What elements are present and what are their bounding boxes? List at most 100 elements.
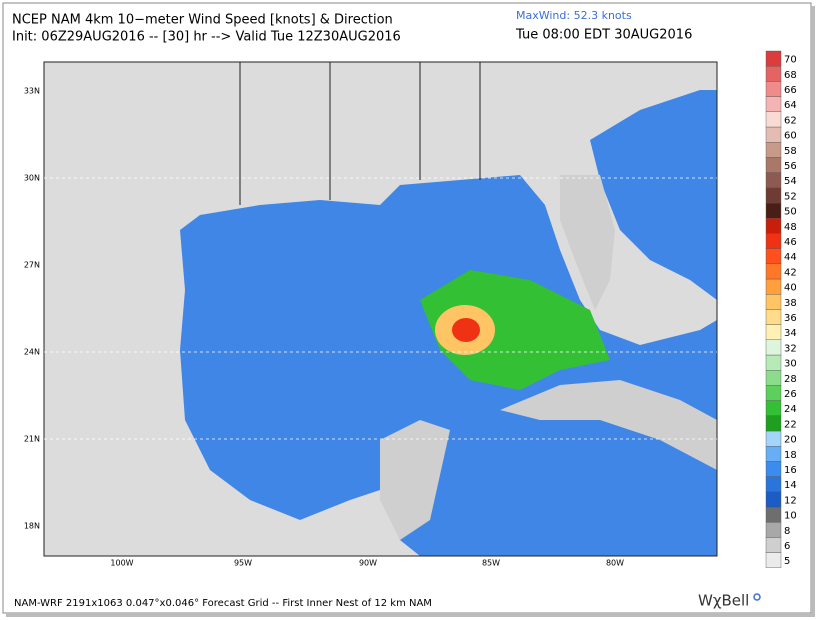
colorbar-label: 48 — [784, 222, 797, 233]
borders — [43, 61, 718, 557]
colorbar-swatch — [765, 339, 782, 356]
colorbar: 5681012141618202224262830323436384042444… — [765, 50, 797, 568]
colorbar-swatch — [765, 141, 782, 158]
colorbar-label: 52 — [784, 191, 797, 202]
colorbar-swatch — [765, 309, 782, 325]
colorbar-swatch — [765, 385, 782, 401]
colorbar-swatch — [765, 202, 782, 219]
colorbar-swatch — [765, 126, 782, 143]
colorbar-swatch — [765, 187, 782, 204]
colorbar-swatch — [765, 278, 782, 295]
colorbar-label: 66 — [784, 85, 797, 96]
logo: WχBell — [698, 592, 749, 610]
lon-labels: 100W 95W 90W 85W 80W — [110, 559, 624, 568]
colorbar-swatch — [765, 430, 782, 447]
colorbar-swatch — [765, 324, 782, 341]
colorbar-label: 20 — [784, 435, 797, 446]
colorbar-label: 68 — [784, 70, 797, 81]
colorbar-label: 42 — [784, 267, 797, 278]
colorbar-label: 54 — [784, 176, 797, 187]
colorbar-swatch — [765, 415, 782, 432]
map — [43, 61, 718, 557]
colorbar-label: 18 — [784, 450, 797, 461]
colorbar-label: 46 — [784, 237, 797, 248]
wind-max — [452, 318, 480, 342]
footer: NAM-WRF 2191x1063 0.047°x0.046° Forecast… — [14, 598, 432, 609]
colorbar-label: 70 — [784, 55, 797, 66]
lon-label: 90W — [359, 559, 377, 568]
colorbar-swatch — [765, 446, 782, 462]
lat-label: 30N — [24, 174, 40, 183]
colorbar-label: 30 — [784, 359, 797, 370]
colorbar-label: 34 — [784, 328, 797, 339]
lat-label: 18N — [24, 522, 40, 531]
title: NCEP NAM 4km 10−meter Wind Speed [knots]… — [12, 13, 393, 28]
colorbar-swatch — [765, 248, 782, 265]
colorbar-swatch — [765, 537, 782, 553]
florida — [560, 175, 615, 310]
colorbar-swatch — [765, 476, 782, 493]
atlantic-water — [590, 90, 717, 300]
colorbar-label: 14 — [784, 480, 797, 491]
lat-labels: 33N 30N 27N 24N 21N 18N — [24, 87, 40, 531]
colorbar-label: 58 — [784, 146, 797, 157]
wind-band — [420, 270, 610, 390]
lon-label: 100W — [110, 559, 133, 568]
colorbar-swatch — [765, 233, 782, 249]
colorbar-label: 32 — [784, 343, 797, 354]
cuba — [500, 380, 717, 470]
lat-label: 24N — [24, 348, 40, 357]
lon-label: 85W — [482, 559, 500, 568]
colorbar-swatch — [765, 50, 782, 67]
lat-label: 27N — [24, 261, 40, 270]
colorbar-swatch — [765, 354, 782, 371]
colorbar-swatch — [765, 81, 782, 97]
colorbar-label: 22 — [784, 419, 797, 430]
colorbar-swatch — [765, 96, 782, 112]
colorbar-label: 38 — [784, 298, 797, 309]
shadow — [6, 613, 815, 617]
colorbar-swatch — [765, 157, 782, 173]
lat-label: 33N — [24, 87, 40, 96]
colorbar-swatch — [765, 217, 782, 234]
colorbar-label: 26 — [784, 389, 797, 400]
colorbar-swatch — [765, 370, 782, 386]
colorbar-swatch — [765, 552, 782, 568]
colorbar-swatch — [765, 65, 782, 82]
colorbar-label: 16 — [784, 465, 797, 476]
colorbar-label: 60 — [784, 131, 797, 142]
colorbar-label: 50 — [784, 207, 797, 218]
maxwind: MaxWind: 52.3 knots — [516, 9, 632, 22]
shadow — [811, 6, 815, 616]
colorbar-label: 40 — [784, 283, 797, 294]
graticule — [44, 177, 717, 440]
logo-dot — [753, 593, 761, 601]
colorbar-label: 24 — [784, 404, 797, 415]
colorbar-label: 36 — [784, 313, 797, 324]
colorbar-label: 44 — [784, 252, 797, 263]
lon-label: 80W — [606, 559, 624, 568]
colorbar-label: 56 — [784, 161, 797, 172]
colorbar-label: 8 — [784, 526, 790, 537]
colorbar-label: 64 — [784, 100, 797, 111]
colorbar-label: 12 — [784, 495, 797, 506]
colorbar-swatch — [765, 522, 782, 538]
yucatan — [380, 420, 450, 540]
lon-label: 95W — [234, 559, 252, 568]
colorbar-label: 62 — [784, 115, 797, 126]
colorbar-label: 10 — [784, 511, 797, 522]
colorbar-swatch — [765, 263, 782, 280]
colorbar-swatch — [765, 400, 782, 417]
colorbar-swatch — [765, 506, 782, 523]
local-time: Tue 08:00 EDT 30AUG2016 — [515, 28, 692, 43]
colorbar-label: 5 — [784, 556, 790, 567]
colorbar-swatch — [765, 461, 782, 477]
colorbar-swatch — [765, 491, 782, 508]
colorbar-label: 6 — [784, 541, 790, 552]
colorbar-swatch — [765, 294, 782, 310]
colorbar-label: 28 — [784, 374, 797, 385]
colorbar-swatch — [765, 111, 782, 128]
init: Init: 06Z29AUG2016 -- [30] hr --> Valid … — [12, 30, 401, 45]
lat-label: 21N — [24, 435, 40, 444]
